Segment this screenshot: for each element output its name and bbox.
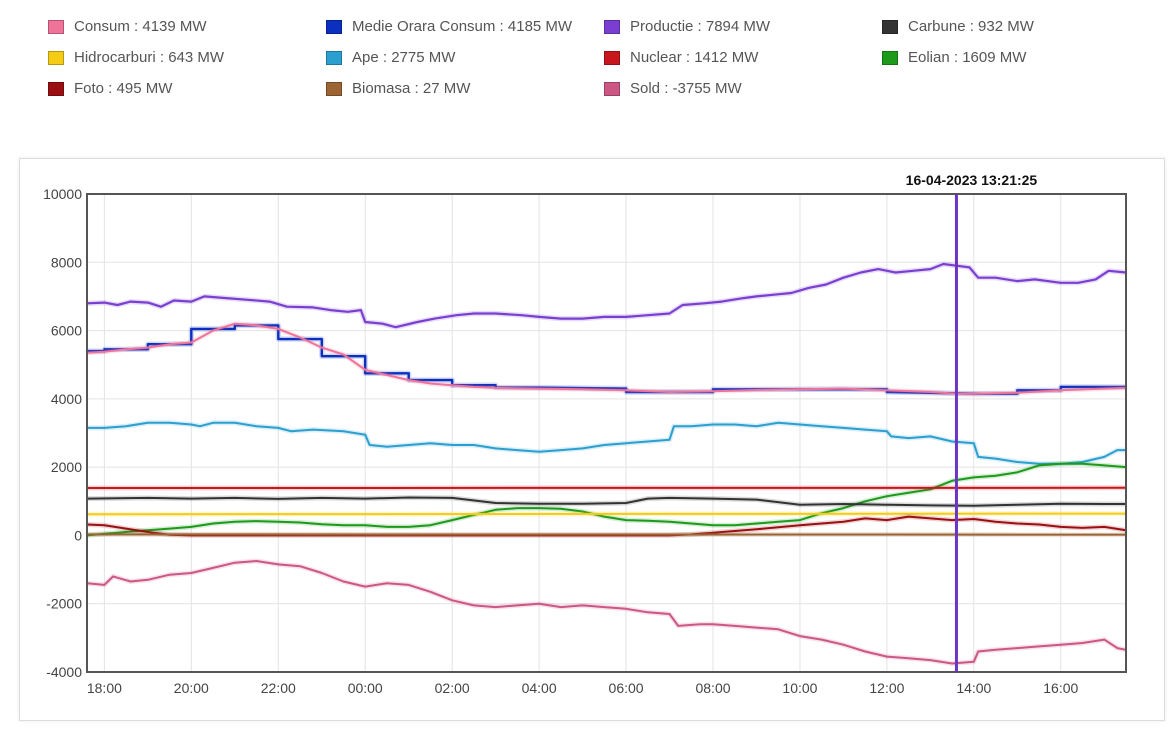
- legend-swatch: [48, 81, 64, 96]
- x-tick-label: 08:00: [695, 680, 730, 696]
- legend-label: Productie : 7894 MW: [630, 18, 771, 35]
- line-chart[interactable]: -4000 -2000 0 2000 4000 6000 8000 10000 18:00 20:…: [20, 159, 1164, 720]
- legend-swatch: [48, 50, 64, 65]
- y-tick-label: -2000: [46, 596, 82, 612]
- legend-item[interactable]: Hidrocarburi : 643 MW: [48, 49, 224, 66]
- legend-item[interactable]: Sold : -3755 MW: [604, 80, 742, 97]
- y-tick-label: -4000: [46, 664, 82, 680]
- series-line-eolian[interactable]: [86, 462, 1127, 537]
- x-tick-label: 22:00: [261, 680, 296, 696]
- series-line-sold[interactable]: [86, 560, 1127, 665]
- x-tick-label: 20:00: [174, 680, 209, 696]
- legend-label: Hidrocarburi : 643 MW: [74, 49, 225, 66]
- series-line-productie[interactable]: [85, 262, 1128, 329]
- series-line-hidrocarburi[interactable]: [86, 512, 1127, 516]
- legend-swatch: [882, 19, 898, 34]
- plot-area: [87, 194, 1126, 672]
- legend-swatch: [48, 19, 64, 34]
- chart-panel: -4000 -2000 0 2000 4000 6000 8000 10000 18:00 20:…: [19, 158, 1165, 721]
- y-tick-label: 0: [74, 527, 82, 543]
- legend-label: Consum : 4139 MW: [74, 18, 207, 35]
- legend-label: Eolian : 1609 MW: [908, 49, 1027, 66]
- legend-label: Carbune : 932 MW: [908, 18, 1034, 35]
- legend-item[interactable]: Biomasa : 27 MW: [326, 80, 470, 97]
- series-line-carbune[interactable]: [86, 496, 1127, 507]
- y-tick-label: 4000: [51, 391, 82, 407]
- plot-border: [86, 193, 1127, 673]
- series-line-medie-orara-consum[interactable]: [85, 324, 1128, 395]
- x-tick-label: 06:00: [609, 680, 644, 696]
- y-tick-label: 10000: [43, 186, 82, 202]
- x-tick-label: 00:00: [348, 680, 383, 696]
- x-tick-label: 04:00: [522, 680, 557, 696]
- x-tick-label: 18:00: [87, 680, 122, 696]
- legend-swatch: [604, 19, 620, 34]
- legend-swatch: [882, 50, 898, 65]
- legend-item[interactable]: Ape : 2775 MW: [326, 49, 455, 66]
- legend-label: Ape : 2775 MW: [352, 49, 456, 66]
- legend-label: Medie Orara Consum : 4185 MW: [352, 18, 573, 35]
- time-cursor-label: 16-04-2023 13:21:25: [906, 172, 1038, 188]
- legend-item[interactable]: Productie : 7894 MW: [604, 18, 770, 35]
- legend-label: Foto : 495 MW: [74, 80, 173, 97]
- legend-swatch: [604, 81, 620, 96]
- legend-swatch: [604, 50, 620, 65]
- legend-item[interactable]: Medie Orara Consum : 4185 MW: [326, 18, 572, 35]
- legend-swatch: [326, 81, 342, 96]
- series-line-consum[interactable]: [86, 322, 1127, 395]
- legend-swatch: [326, 19, 342, 34]
- legend-item[interactable]: Consum : 4139 MW: [48, 18, 207, 35]
- x-tick-label: 10:00: [782, 680, 817, 696]
- series-line-ape[interactable]: [86, 421, 1127, 465]
- x-tick-label: 14:00: [956, 680, 991, 696]
- y-tick-label: 2000: [51, 459, 82, 475]
- legend-item[interactable]: Nuclear : 1412 MW: [604, 49, 758, 66]
- legend-label: Sold : -3755 MW: [630, 80, 742, 97]
- legend-swatch: [326, 50, 342, 65]
- legend-item[interactable]: Carbune : 932 MW: [882, 18, 1034, 35]
- legend-item[interactable]: Foto : 495 MW: [48, 80, 172, 97]
- legend-label: Biomasa : 27 MW: [352, 80, 471, 97]
- x-tick-label: 12:00: [869, 680, 904, 696]
- y-tick-label: 8000: [51, 254, 82, 270]
- legend-item[interactable]: Eolian : 1609 MW: [882, 49, 1026, 66]
- x-tick-label: 02:00: [435, 680, 470, 696]
- legend-label: Nuclear : 1412 MW: [630, 49, 759, 66]
- x-tick-label: 16:00: [1043, 680, 1078, 696]
- y-tick-label: 6000: [51, 323, 82, 339]
